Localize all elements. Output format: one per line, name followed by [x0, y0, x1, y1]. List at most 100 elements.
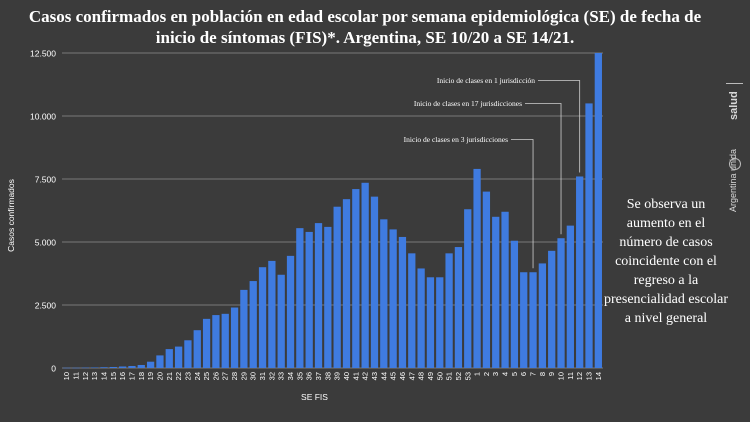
bar — [576, 176, 584, 368]
y-tick-label: 7.500 — [35, 175, 57, 185]
bar — [398, 236, 407, 368]
x-tick-label: 34 — [286, 372, 295, 380]
bar — [314, 223, 323, 368]
x-tick-label: 30 — [249, 372, 258, 380]
x-tick-label: 29 — [239, 372, 248, 380]
bar — [566, 225, 574, 368]
x-tick-label: 47 — [407, 372, 416, 380]
annotation-label: Inicio de clases en 17 jurisdicciones — [414, 99, 522, 108]
annotation-label: Inicio de clases en 3 jurisdicciones — [404, 135, 508, 144]
bar — [128, 365, 136, 368]
x-tick-label: 13 — [585, 372, 594, 380]
bar — [193, 330, 201, 368]
x-tick-label: 40 — [342, 372, 351, 380]
x-tick-label: 23 — [183, 372, 192, 380]
x-tick-label: 4 — [501, 372, 510, 376]
bar — [137, 364, 145, 368]
x-tick-label: 10 — [557, 372, 566, 380]
x-tick-label: 50 — [435, 372, 444, 380]
bar — [594, 53, 602, 368]
x-tick-label: 41 — [351, 372, 360, 380]
x-tick-label: 31 — [258, 372, 267, 380]
bar — [417, 268, 425, 368]
y-tick-label: 0 — [51, 364, 56, 374]
bar — [482, 191, 491, 368]
x-tick-label: 27 — [221, 372, 230, 380]
x-tick-label: 42 — [361, 372, 370, 380]
bar — [91, 367, 99, 368]
bar — [408, 253, 416, 368]
x-tick-label: 33 — [277, 372, 286, 380]
y-tick-label: 10.000 — [30, 112, 56, 122]
bar — [258, 267, 267, 368]
bar — [118, 366, 127, 368]
bar — [520, 272, 528, 368]
x-tick-label: 19 — [146, 372, 155, 380]
x-tick-label: 52 — [454, 372, 463, 380]
x-tick-label: 8 — [538, 372, 547, 376]
bar — [305, 231, 313, 368]
bar — [501, 211, 509, 368]
side-note: Se observa un aumento en el número de ca… — [604, 197, 728, 326]
bar — [389, 229, 397, 368]
bar — [585, 103, 593, 369]
brand-divider — [726, 83, 743, 84]
bar — [473, 168, 481, 368]
x-tick-label: 38 — [323, 372, 332, 380]
bar — [230, 307, 239, 368]
bar — [202, 318, 211, 368]
annotation-leader-line — [511, 139, 534, 269]
bar — [100, 367, 108, 368]
x-tick-label: 48 — [417, 372, 426, 380]
x-axis-label: SE FIS — [301, 392, 328, 402]
x-tick-label: 49 — [426, 372, 435, 380]
x-tick-label: 32 — [267, 372, 276, 380]
x-tick-label: 21 — [165, 372, 174, 380]
bar — [361, 182, 369, 368]
x-tick-label: 1 — [473, 372, 482, 376]
chart-title: Casos confirmados en población en edad e… — [28, 7, 702, 47]
bar — [510, 240, 519, 368]
bar — [174, 346, 183, 368]
x-tick-label: 26 — [211, 372, 220, 380]
x-tick-label: 36 — [305, 372, 314, 380]
brand-logo: salud Argentina unida — [720, 40, 750, 212]
bar — [63, 367, 71, 369]
x-tick-label: 2 — [482, 372, 491, 376]
bar — [426, 277, 435, 368]
annotation-leader-line — [538, 80, 581, 173]
x-tick-label: 53 — [463, 372, 472, 380]
bar — [165, 349, 173, 368]
x-tick-label: 35 — [295, 372, 304, 380]
bar — [156, 355, 164, 368]
bar — [268, 260, 276, 368]
x-tick-label: 20 — [155, 372, 164, 380]
bar — [146, 361, 155, 368]
x-tick-label: 12 — [81, 372, 90, 380]
bar — [548, 250, 556, 368]
bar — [81, 367, 89, 369]
x-tick-label: 14 — [594, 372, 603, 380]
x-tick-label: 39 — [333, 372, 342, 380]
y-tick-label: 12.500 — [30, 49, 56, 59]
bar — [72, 367, 80, 369]
bar — [538, 263, 547, 368]
x-tick-label: 37 — [314, 372, 323, 380]
bar — [557, 238, 565, 368]
annotation-label: Inicio de clases en 1 jurisdicción — [437, 76, 535, 85]
bar — [380, 219, 388, 368]
bar — [445, 253, 453, 368]
x-tick-label: 17 — [127, 372, 136, 380]
y-tick-label: 5.000 — [35, 238, 57, 248]
x-tick-label: 3 — [491, 372, 500, 376]
x-tick-label: 18 — [137, 372, 146, 380]
x-tick-label: 43 — [370, 372, 379, 380]
x-tick-label: 45 — [389, 372, 398, 380]
bar — [240, 289, 248, 368]
x-tick-label: 9 — [547, 372, 556, 376]
x-tick-label: 24 — [193, 372, 202, 380]
x-tick-label: 51 — [445, 372, 454, 380]
x-tick-label: 11 — [566, 372, 575, 380]
bar — [249, 281, 257, 368]
